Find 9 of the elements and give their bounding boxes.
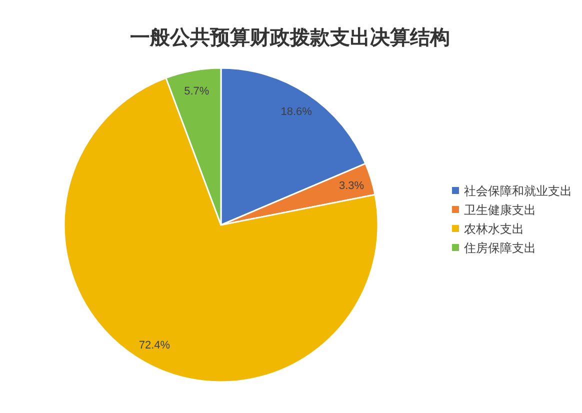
chart-title: 一般公共预算财政拨款支出决算结构 [130, 25, 450, 49]
legend-label: 社会保障和就业支出 [464, 184, 572, 198]
data-label: 3.3% [339, 180, 364, 192]
data-label: 18.6% [280, 106, 312, 118]
data-label: 72.4% [138, 339, 170, 352]
legend-label: 卫生健康支出 [464, 203, 536, 217]
data-label: 5.7% [184, 86, 210, 98]
legend-label: 住房保障支出 [463, 241, 536, 255]
legend-label: 农林水支出 [464, 222, 524, 236]
